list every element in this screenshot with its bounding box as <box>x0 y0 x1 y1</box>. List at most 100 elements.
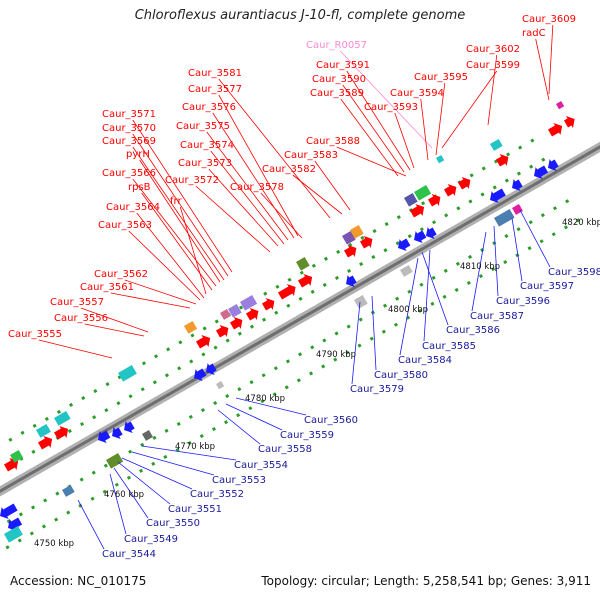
label-leader-line <box>113 467 149 519</box>
tick-dot <box>176 421 181 426</box>
label-leader-line <box>132 119 233 273</box>
gene-feature-box <box>342 231 356 245</box>
tick-dot <box>188 414 193 419</box>
tick-dot <box>297 352 303 357</box>
tick-dot <box>224 420 229 425</box>
tick-dot <box>299 270 304 275</box>
gene-label: Caur_3585 <box>422 341 476 352</box>
tick-dot <box>102 489 107 494</box>
gene-feature-box <box>399 265 413 277</box>
tick-dot <box>516 171 521 176</box>
scale-label: 4780 kbp <box>245 394 285 404</box>
tick-dot <box>345 350 350 355</box>
tick-dot <box>310 345 315 350</box>
tick-dot <box>298 296 303 301</box>
tick-dot <box>54 517 59 522</box>
label-leader-line <box>109 473 127 535</box>
gene-feature-box <box>105 452 124 469</box>
label-leader-line <box>128 230 201 301</box>
label-leader-line <box>420 98 429 161</box>
gene-label: Caur_3557 <box>50 297 104 308</box>
reverse-gene-arrow <box>98 430 111 444</box>
tick-dot <box>55 491 60 496</box>
reverse-gene-arrow <box>548 158 559 172</box>
tick-dot <box>104 408 109 413</box>
tick-dot <box>563 225 568 230</box>
tick-dot <box>153 354 159 359</box>
tick-dot <box>431 275 436 280</box>
label-leader-line <box>218 94 299 237</box>
label-leader-line <box>77 499 105 550</box>
gene-label: Caur_3570 <box>102 123 156 134</box>
tick-dot <box>443 268 448 273</box>
label-leader-line <box>314 160 351 211</box>
tick-dot <box>66 510 71 515</box>
tick-dot <box>530 138 535 143</box>
tick-dot <box>504 234 509 239</box>
gene-label: Caur_3581 <box>188 68 242 79</box>
tick-dot <box>213 401 218 406</box>
tick-dot <box>166 347 171 352</box>
tick-dot <box>81 396 86 401</box>
label-leader-line <box>210 150 285 245</box>
gene-label: Caur_R0057 <box>306 40 367 51</box>
tick-dot <box>492 185 497 190</box>
label-leader-line <box>423 249 431 342</box>
tick-dot <box>407 289 412 294</box>
tick-dot <box>200 408 205 413</box>
reverse-gene-arrow <box>414 230 427 244</box>
figure-title: Chloroflexus aurantiacus J-10-fl, comple… <box>134 8 466 23</box>
tick-dot <box>518 145 523 150</box>
tick-dot <box>225 394 230 399</box>
tick-dot <box>480 192 485 197</box>
forward-gene-arrow <box>278 283 296 300</box>
gene-label: radC <box>522 28 546 39</box>
gene-feature-box <box>183 321 198 334</box>
forward-gene-arrow <box>458 176 471 190</box>
reverse-gene-arrow <box>534 165 549 180</box>
tick-dot <box>190 333 195 338</box>
tick-dot <box>285 359 290 364</box>
gene-label: Caur_3551 <box>168 504 222 515</box>
label-leader-line <box>441 70 498 149</box>
gene-label: rpsB <box>128 182 151 193</box>
tick-dot <box>262 317 267 322</box>
tick-dot <box>238 305 244 310</box>
gene-feature-box <box>350 225 364 239</box>
label-leader-line <box>141 445 237 461</box>
tick-dot <box>541 157 546 162</box>
gene-label: Caur_3582 <box>262 164 316 175</box>
label-leader-line <box>519 209 551 268</box>
tick-dot <box>395 296 400 301</box>
gene-label: Caur_3579 <box>350 384 404 395</box>
tick-dot <box>105 382 110 387</box>
tick-dot <box>5 545 10 550</box>
tick-dot <box>8 437 13 442</box>
gene-label: Caur_3559 <box>280 430 334 441</box>
tick-dot <box>164 373 169 378</box>
tick-dot <box>419 282 424 287</box>
label-leader-line <box>260 192 303 239</box>
tick-dot <box>103 463 108 468</box>
tick-dot <box>346 268 352 273</box>
tick-dot <box>236 413 241 418</box>
tick-dot <box>249 380 254 385</box>
label-leader-line <box>132 178 217 287</box>
tick-dot <box>393 322 398 327</box>
tick-dot <box>309 371 314 376</box>
tick-dot <box>357 343 362 348</box>
tick-dot <box>152 380 157 385</box>
tick-dot <box>177 366 182 371</box>
label-leader-line <box>336 146 407 177</box>
tick-dot <box>384 222 389 227</box>
tick-dot <box>358 317 363 322</box>
gene-labels: 4750 kbp 4760 kbp 4770 kbp 4780 kbp 4790 kbp… <box>8 14 600 560</box>
gene-label: Caur_3590 <box>312 74 366 85</box>
gene-label: Caur_3591 <box>316 60 370 71</box>
tick-dot <box>56 409 61 414</box>
gene-label: pyrH <box>126 149 150 160</box>
tick-dot <box>93 389 98 394</box>
label-leader-line <box>121 457 193 490</box>
gene-features <box>0 101 575 543</box>
